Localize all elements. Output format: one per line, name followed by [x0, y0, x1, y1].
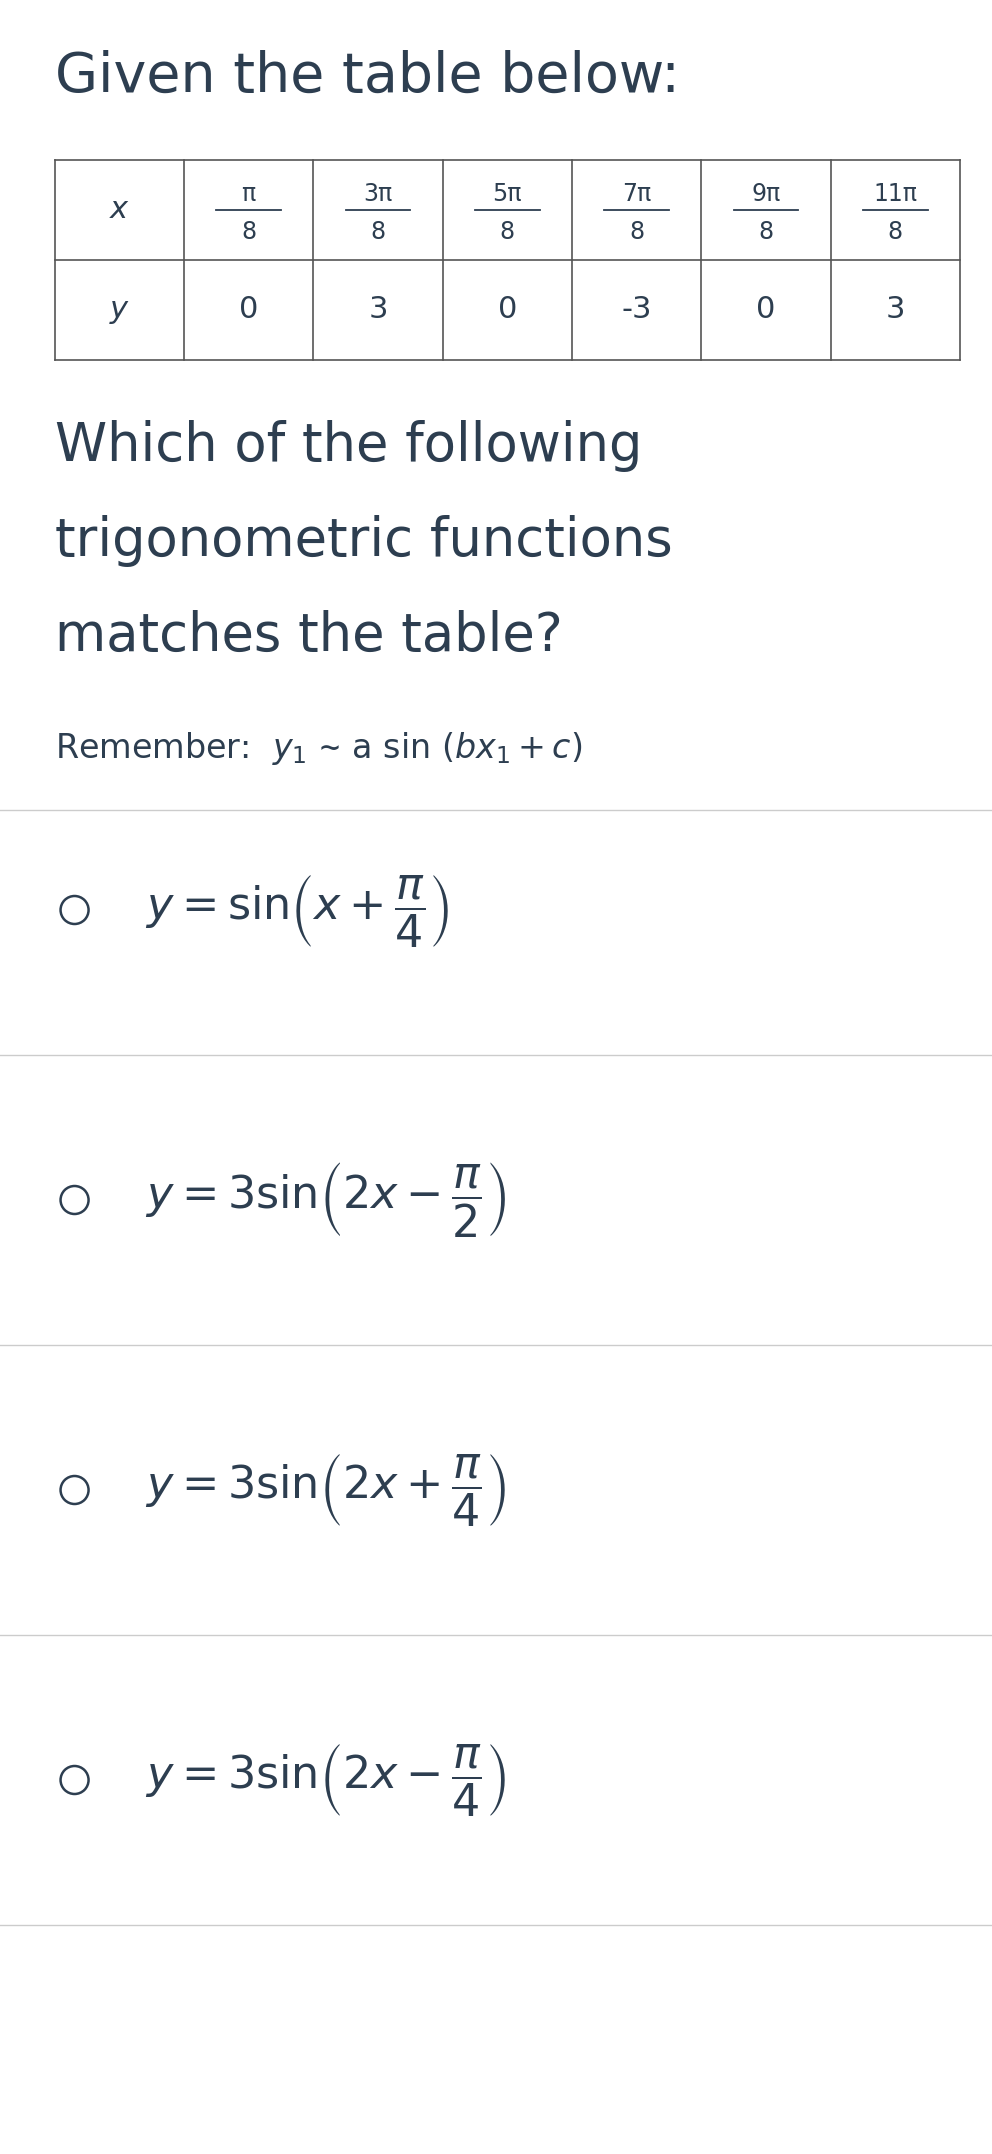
Text: $y = \sin\!\left(x + \dfrac{\pi}{4}\right)$: $y = \sin\!\left(x + \dfrac{\pi}{4}\righ…	[145, 872, 449, 948]
Text: π: π	[241, 181, 256, 207]
Text: Given the table below:: Given the table below:	[55, 50, 680, 103]
Text: $y = 3\sin\!\left(2x + \dfrac{\pi}{4}\right)$: $y = 3\sin\!\left(2x + \dfrac{\pi}{4}\ri…	[145, 1452, 506, 1529]
Text: 3: 3	[368, 295, 388, 325]
Text: 5π: 5π	[493, 181, 522, 207]
Text: 8: 8	[241, 220, 256, 243]
Text: 3: 3	[886, 295, 905, 325]
Text: 8: 8	[759, 220, 774, 243]
Text: 3π: 3π	[363, 181, 393, 207]
Text: 8: 8	[629, 220, 644, 243]
Text: 0: 0	[756, 295, 776, 325]
Text: 8: 8	[370, 220, 386, 243]
Text: $y = 3\sin\!\left(2x - \dfrac{\pi}{4}\right)$: $y = 3\sin\!\left(2x - \dfrac{\pi}{4}\ri…	[145, 1740, 506, 1818]
Text: 9π: 9π	[751, 181, 781, 207]
Text: Which of the following: Which of the following	[55, 420, 642, 472]
Text: 8: 8	[500, 220, 515, 243]
Text: 11π: 11π	[873, 181, 918, 207]
Text: 0: 0	[239, 295, 258, 325]
Text: $y = 3\sin\!\left(2x - \dfrac{\pi}{2}\right)$: $y = 3\sin\!\left(2x - \dfrac{\pi}{2}\ri…	[145, 1161, 506, 1239]
Text: Remember:  $y_1\,\mathtt{\sim}\,$a sin $(bx_1 + c)$: Remember: $y_1\,\mathtt{\sim}\,$a sin $(…	[55, 730, 582, 767]
Text: 8: 8	[888, 220, 903, 243]
Text: 7π: 7π	[622, 181, 652, 207]
Text: y: y	[110, 295, 128, 325]
Text: matches the table?: matches the table?	[55, 610, 562, 661]
Text: trigonometric functions: trigonometric functions	[55, 515, 673, 567]
Text: 0: 0	[498, 295, 517, 325]
Text: x: x	[110, 196, 128, 224]
Text: -3: -3	[621, 295, 652, 325]
